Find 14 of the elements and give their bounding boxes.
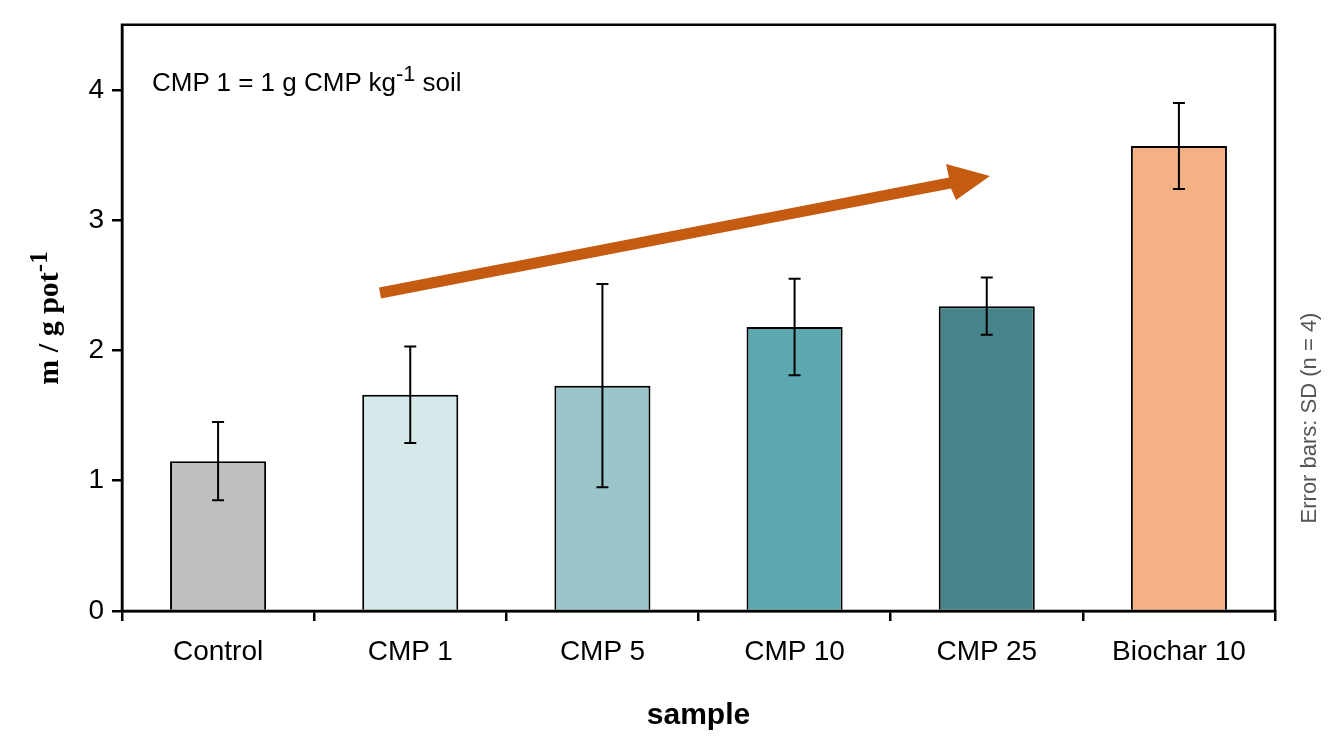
- x-axis-title: sample: [646, 697, 751, 731]
- y-tick-label: 2: [88, 333, 104, 365]
- x-tick-label: Control: [172, 634, 264, 666]
- text: Error bars: SD (n = 4): [1296, 312, 1322, 524]
- y-tick-label: 0: [88, 593, 104, 625]
- x-tick-label: CMP 10: [744, 634, 845, 666]
- x-tick-label: CMP 5: [559, 634, 645, 666]
- x-tick-label: CMP 25: [936, 634, 1038, 666]
- y-tick-label: 4: [88, 72, 104, 104]
- x-tick-label: CMP 1: [367, 634, 453, 666]
- annotation: CMP 1 = 1 g CMP kg$^{-1}$ soil: [152, 60, 462, 98]
- y-tick-label: 3: [88, 202, 104, 234]
- x-tick-label: Biochar 10: [1111, 634, 1246, 666]
- y-tick-label: 1: [88, 463, 104, 495]
